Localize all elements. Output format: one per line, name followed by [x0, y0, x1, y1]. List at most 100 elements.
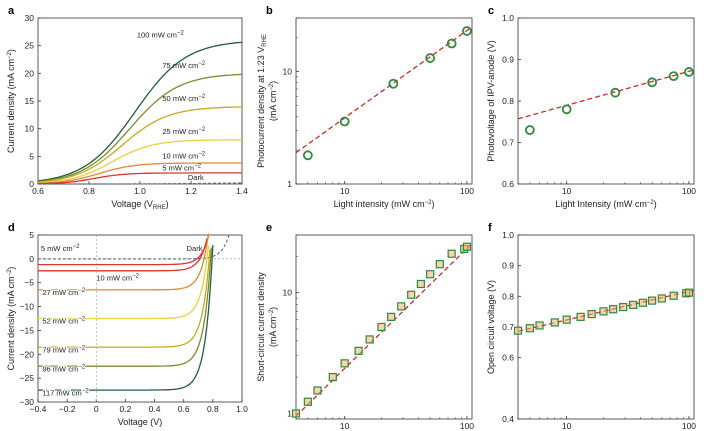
x-axis-label: Voltage (V)	[118, 417, 163, 427]
data-point	[576, 312, 585, 321]
y-axis-label: Short-circuit current density	[256, 272, 266, 382]
series-label: 10 mW cm−2	[162, 152, 205, 161]
data-point	[550, 318, 559, 327]
y-tick-label: 10	[25, 124, 35, 134]
series-line	[38, 236, 210, 266]
y-tick-label: 25	[25, 41, 35, 51]
x-axis-label: Light Intensity (mW cm−2)	[555, 199, 656, 209]
y-axis-label: Current density (mA cm−2)	[6, 267, 16, 371]
data-point	[669, 291, 678, 300]
panel-letter: a	[8, 5, 15, 17]
plot-frame	[517, 234, 695, 420]
data-point	[609, 305, 618, 314]
data-point	[647, 77, 658, 88]
series-line	[38, 233, 210, 291]
x-tick-label: 0.6	[178, 404, 190, 414]
x-tick-label: 0.4	[149, 404, 161, 414]
y-tick-label: 0	[29, 179, 34, 189]
y-tick-label: 0.8	[502, 291, 514, 301]
data-point	[425, 53, 436, 63]
data-point	[657, 294, 666, 303]
x-tick-label: −0.2	[59, 404, 76, 414]
panel-b: 10 100 1 10 Light intensity (mW cm−2) Photocu…	[256, 5, 474, 209]
y-tick-label: 0.7	[502, 138, 514, 148]
y-axis-label-units: (mA cm−2)	[268, 307, 278, 347]
panel-letter: e	[266, 222, 272, 234]
data-point	[407, 290, 416, 299]
y-tick-label: −15	[20, 325, 35, 335]
series-line	[37, 73, 243, 183]
panel-a: 0.6 0.8 1.0 1.2 1.4 0 5 10 15 20 25 30 Voltage (VRHE…	[6, 5, 248, 211]
series-line	[37, 162, 242, 184]
data-point	[587, 310, 596, 319]
y-tick-label: 0.7	[502, 322, 514, 332]
panel-letter: b	[266, 5, 273, 17]
panel-letter: d	[8, 222, 15, 234]
y-tick-label: 0.9	[502, 55, 514, 65]
plot-frame	[295, 17, 473, 185]
data-point	[397, 302, 406, 311]
y-tick-label: −30	[20, 397, 35, 407]
data-point	[629, 300, 638, 310]
y-tick-label: 0.4	[502, 414, 514, 424]
series-line	[37, 106, 243, 183]
x-tick-label: 0.2	[120, 404, 132, 414]
x-tick-label: 1.4	[236, 186, 248, 196]
series-label: 5 mW cm−2	[162, 164, 201, 173]
data-point	[354, 346, 363, 355]
series-label: 117 mW cm−2	[42, 388, 89, 397]
x-tick-label: −0.4	[30, 404, 47, 414]
y-tick-label: 1.0	[502, 230, 514, 240]
data-point	[462, 242, 472, 251]
data-point	[668, 71, 679, 81]
y-tick-label: −10	[20, 302, 35, 312]
y-axis-label-units: (mA cm−2)	[268, 81, 278, 121]
x-tick-label: 10	[562, 421, 572, 431]
data-point	[426, 270, 435, 279]
y-tick-label: 1	[287, 408, 292, 418]
y-tick-label: 0	[29, 254, 34, 264]
panel-letter: f	[488, 222, 492, 234]
data-point	[684, 67, 694, 77]
x-axis-label: Light intensity (mW cm−2)	[334, 199, 435, 209]
y-tick-label: −20	[20, 349, 35, 359]
y-tick-label: 0.6	[502, 353, 514, 363]
y-tick-label: 20	[25, 68, 35, 78]
series-label: Dark	[188, 173, 204, 182]
y-tick-label: 1.0	[502, 13, 514, 23]
data-point	[610, 87, 621, 98]
series-label: 100 mW cm−2	[137, 30, 185, 39]
data-point	[648, 296, 657, 305]
data-point	[340, 359, 349, 368]
y-axis-label: Open circuit voltage (V)	[486, 280, 496, 374]
data-point	[524, 125, 535, 135]
data-point	[365, 335, 374, 344]
series-line	[38, 245, 214, 391]
y-tick-label: 30	[25, 13, 35, 23]
series-line	[38, 238, 208, 272]
data-point	[599, 307, 608, 316]
x-tick-label: 100	[682, 421, 696, 431]
series-line	[38, 247, 213, 367]
series-line	[38, 172, 242, 185]
y-tick-label: −25	[20, 373, 35, 383]
y-tick-label: 0.9	[502, 261, 514, 271]
plot-frame	[295, 234, 473, 420]
x-tick-label: 1.2	[185, 186, 197, 196]
y-tick-label: 5	[29, 230, 34, 240]
data-point	[446, 38, 457, 49]
x-tick-label: 100	[460, 186, 474, 196]
y-tick-label: 10	[283, 67, 293, 77]
y-axis-label: Current density (mA cm−2)	[6, 49, 16, 153]
fit-line	[517, 69, 695, 120]
series-line	[37, 41, 243, 182]
y-tick-label: 10	[283, 288, 293, 298]
y-tick-label: 5	[29, 151, 34, 161]
series-label: 25 mW cm−2	[162, 127, 205, 136]
y-axis-label: Photocurrent density at 1.23 VRHE	[256, 34, 268, 168]
fit-line	[295, 26, 473, 154]
series-label: 27 mW cm−2	[42, 288, 85, 297]
data-point	[447, 249, 456, 258]
